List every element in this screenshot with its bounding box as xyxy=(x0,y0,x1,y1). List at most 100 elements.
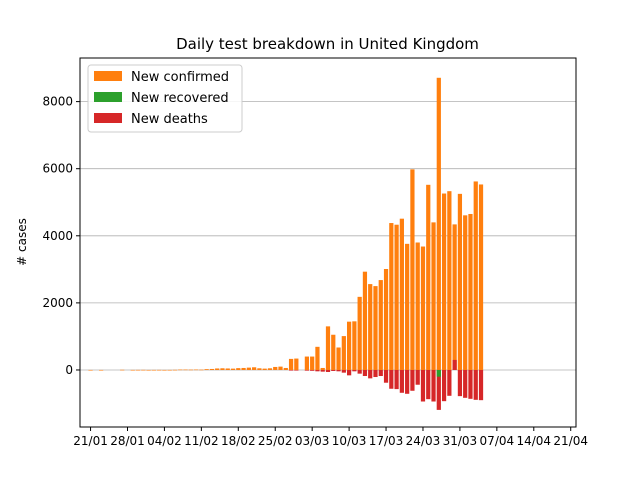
bar-new-confirmed xyxy=(215,368,220,370)
x-tick-label: 24/03 xyxy=(406,434,441,448)
bar-new-confirmed xyxy=(288,358,294,370)
bar-new-deaths xyxy=(405,369,410,394)
legend-box xyxy=(87,64,243,133)
bar-new-confirmed xyxy=(157,369,162,371)
bar-new-confirmed xyxy=(273,366,278,370)
bar-new-confirmed xyxy=(357,296,362,370)
bar-new-deaths xyxy=(463,369,468,398)
bar-new-deaths xyxy=(426,369,431,400)
bar-new-confirmed xyxy=(225,368,230,370)
bar-new-confirmed xyxy=(463,215,468,370)
bar-new-confirmed xyxy=(283,367,288,370)
bar-new-deaths xyxy=(325,369,331,372)
bar-new-confirmed xyxy=(399,218,404,370)
bar-new-deaths xyxy=(320,369,325,372)
bar-new-confirmed xyxy=(98,369,104,371)
bar-new-confirmed xyxy=(468,213,473,370)
legend-label: New deaths xyxy=(131,112,208,127)
legend-swatch xyxy=(94,71,122,81)
bar-new-confirmed xyxy=(204,369,209,370)
bar-new-deaths xyxy=(336,369,341,372)
bar-new-confirmed xyxy=(389,223,394,370)
bar-new-confirmed xyxy=(230,368,236,370)
bar-new-deaths xyxy=(431,369,436,402)
bars-group xyxy=(88,77,484,410)
x-tick-label: 28/01 xyxy=(110,434,145,448)
bar-new-confirmed xyxy=(267,368,273,370)
bar-new-deaths xyxy=(468,369,473,399)
bar-new-deaths xyxy=(304,369,310,371)
bar-new-confirmed xyxy=(420,246,426,370)
bar-new-confirmed xyxy=(410,169,415,370)
bar-new-confirmed xyxy=(178,369,183,371)
bar-new-confirmed xyxy=(341,336,346,370)
bar-new-deaths xyxy=(389,369,394,389)
x-tick-label: 03/03 xyxy=(295,434,330,448)
bar-new-confirmed xyxy=(373,286,378,370)
bar-new-confirmed xyxy=(252,367,257,370)
bar-new-confirmed xyxy=(130,369,135,371)
x-tick-label: 11/02 xyxy=(184,434,219,448)
bar-new-confirmed xyxy=(188,369,193,371)
bar-new-confirmed xyxy=(473,181,478,370)
bar-new-confirmed xyxy=(315,346,320,370)
bar-new-confirmed xyxy=(352,321,357,370)
bar-new-confirmed xyxy=(452,224,457,370)
bar-new-deaths xyxy=(294,369,299,371)
y-tick-label: 2000 xyxy=(42,296,73,310)
bar-new-confirmed xyxy=(246,367,251,370)
y-tick-label: 8000 xyxy=(42,95,73,109)
bar-new-deaths xyxy=(352,369,357,372)
bar-new-deaths xyxy=(288,369,294,371)
bar-new-confirmed xyxy=(415,242,420,370)
bar-new-deaths xyxy=(378,369,383,377)
bar-new-confirmed xyxy=(426,184,431,370)
bar-new-confirmed xyxy=(193,369,199,371)
bar-new-confirmed xyxy=(167,369,172,371)
bar-new-confirmed xyxy=(383,269,389,370)
x-tick-label: 25/02 xyxy=(258,434,293,448)
bar-new-confirmed xyxy=(236,368,241,370)
bar-new-confirmed xyxy=(336,347,341,370)
x-ticks: 21/01 28/01 04/02 11/02 18/02 25/02 03/03 10/03… xyxy=(73,427,588,448)
bar-new-confirmed xyxy=(183,369,188,371)
bar-new-confirmed xyxy=(88,369,93,371)
bar-new-confirmed xyxy=(431,222,436,370)
y-tick-label: 0 xyxy=(65,363,73,377)
bar-new-confirmed xyxy=(257,368,262,370)
bar-new-deaths xyxy=(441,369,447,402)
y-ticks: 0 2000 4000 6000 8000 xyxy=(42,95,80,377)
bar-new-deaths xyxy=(420,369,426,402)
bar-new-confirmed xyxy=(199,369,204,371)
legend-swatch xyxy=(94,92,122,102)
bar-new-deaths xyxy=(452,359,457,370)
y-axis-label: # cases xyxy=(15,218,29,266)
bar-new-confirmed xyxy=(325,326,331,370)
bar-new-confirmed xyxy=(447,191,452,370)
bar-new-deaths xyxy=(373,369,378,378)
x-tick-label: 21/04 xyxy=(553,434,588,448)
bar-new-confirmed xyxy=(405,243,410,370)
bar-new-confirmed xyxy=(262,368,267,370)
bar-new-confirmed xyxy=(320,367,325,370)
bar-new-confirmed xyxy=(120,369,125,371)
plot-frame xyxy=(79,57,577,428)
bar-new-confirmed xyxy=(135,369,141,371)
bar-new-confirmed xyxy=(220,368,225,370)
bar-new-confirmed xyxy=(457,193,463,370)
bar-new-deaths xyxy=(457,369,463,397)
bar-new-deaths xyxy=(362,369,368,377)
bar-new-confirmed xyxy=(141,369,146,371)
bar-new-deaths xyxy=(410,369,415,391)
bar-new-deaths xyxy=(331,369,336,371)
bar-new-confirmed xyxy=(278,366,283,370)
bar-new-deaths xyxy=(478,369,484,401)
x-tick-label: 10/03 xyxy=(332,434,367,448)
bar-new-deaths xyxy=(357,369,362,374)
bar-new-confirmed xyxy=(436,77,441,370)
bar-new-confirmed xyxy=(146,369,151,371)
bar-new-confirmed xyxy=(304,356,310,370)
bar-new-confirmed xyxy=(294,358,299,370)
bar-new-confirmed xyxy=(151,369,156,371)
